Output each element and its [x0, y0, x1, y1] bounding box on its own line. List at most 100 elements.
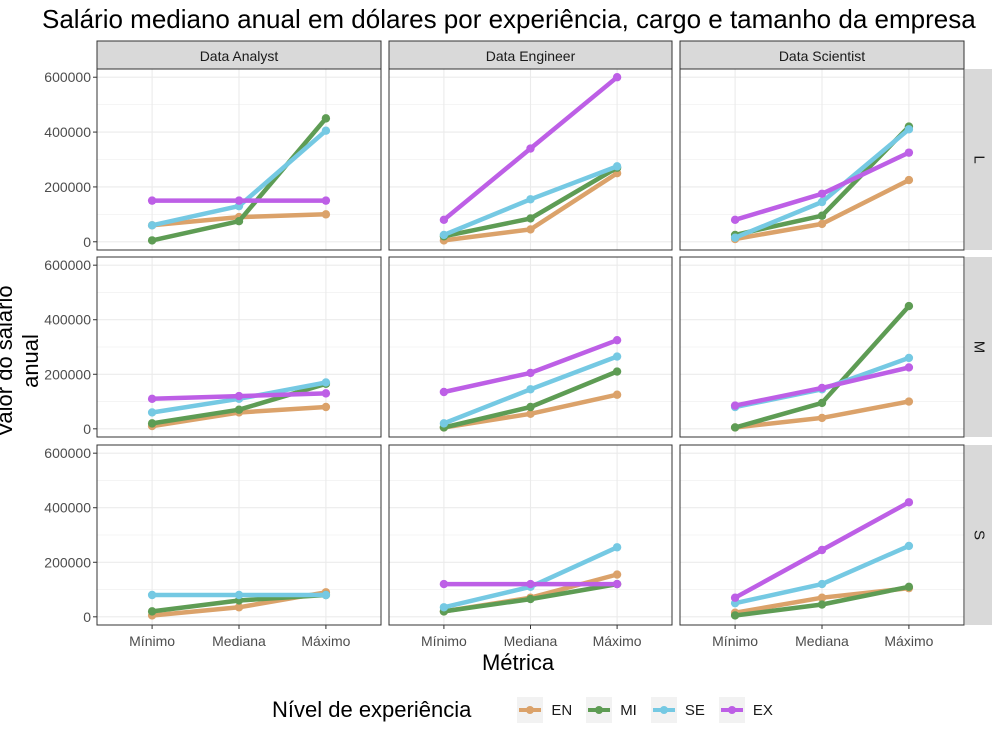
- data-point-en: [526, 409, 535, 419]
- data-point-ex: [526, 368, 535, 378]
- data-point-ex: [321, 196, 331, 205]
- data-point-ex: [817, 383, 827, 393]
- data-point-ex: [612, 579, 622, 589]
- legend-key-dot: [659, 706, 668, 714]
- x-tick-label: Mediana: [795, 633, 849, 649]
- data-point-mi: [817, 600, 827, 609]
- facet-label-col: Data Scientist: [779, 48, 865, 64]
- data-point-mi: [526, 594, 535, 604]
- facet-label-col: Data Analyst: [200, 48, 279, 64]
- data-point-en: [321, 402, 331, 412]
- legend-key-dot: [595, 706, 604, 714]
- data-point-mi: [147, 236, 157, 245]
- y-tick-label: 0: [83, 421, 91, 437]
- x-tick-label: Máximo: [884, 633, 933, 649]
- data-point-se: [439, 230, 449, 240]
- data-point-ex: [612, 335, 622, 345]
- data-point-mi: [904, 582, 914, 592]
- data-point-ex: [234, 196, 244, 205]
- legend-title: Nível de experiência: [272, 697, 472, 722]
- data-point-mi: [147, 419, 157, 428]
- data-point-ex: [526, 579, 535, 589]
- data-point-mi: [234, 405, 244, 414]
- data-point-ex: [730, 401, 740, 410]
- facet-label-row: L: [971, 155, 988, 163]
- data-point-se: [234, 590, 244, 600]
- legend-key-dot: [526, 706, 535, 714]
- data-point-se: [321, 590, 331, 600]
- y-tick-label: 600000: [44, 69, 91, 85]
- x-tick-label: Mínimo: [129, 633, 175, 649]
- data-point-mi: [904, 301, 914, 311]
- legend-label: SE: [684, 701, 705, 719]
- facet-strip-row: [965, 445, 992, 625]
- chart-title: Salário mediano anual em dólares por exp…: [42, 4, 976, 34]
- panel-data-analyst-m: [96, 256, 382, 438]
- legend-item-ex: EX: [718, 697, 773, 723]
- panel-data-engineer-s: [388, 444, 673, 626]
- data-point-ex: [147, 196, 157, 205]
- data-point-se: [817, 579, 827, 589]
- legend-key: [586, 697, 613, 723]
- data-point-mi: [730, 611, 740, 620]
- data-point-en: [817, 593, 827, 602]
- facet-strip-col: [679, 40, 965, 70]
- x-tick-label: Mínimo: [712, 633, 758, 649]
- data-point-se: [439, 603, 449, 612]
- data-point-en: [612, 390, 622, 399]
- data-point-mi: [817, 211, 827, 220]
- data-point-ex: [439, 387, 449, 397]
- data-point-en: [904, 397, 914, 406]
- data-point-se: [817, 197, 827, 207]
- legend-item-mi: MI: [586, 697, 637, 723]
- data-point-ex: [904, 363, 914, 372]
- data-point-se: [904, 353, 914, 363]
- y-tick-label: 600000: [44, 445, 91, 461]
- data-point-ex: [234, 391, 244, 401]
- y-tick-label: 0: [83, 609, 91, 625]
- data-point-en: [904, 175, 914, 185]
- data-point-ex: [526, 144, 535, 153]
- facet-strip-row: [965, 69, 992, 250]
- data-point-se: [730, 233, 740, 242]
- data-point-ex: [904, 148, 914, 157]
- data-point-mi: [730, 423, 740, 432]
- data-point-ex: [612, 73, 622, 82]
- data-point-se: [147, 408, 157, 417]
- data-point-en: [526, 225, 535, 234]
- legend-item-se: SE: [650, 697, 705, 723]
- y-tick-label: 400000: [44, 500, 91, 516]
- data-point-ex: [439, 579, 449, 589]
- panel-border: [679, 68, 965, 251]
- panel-data-scientist-m: [679, 256, 965, 438]
- data-point-en: [612, 570, 622, 579]
- panel-data-scientist-l: [679, 68, 965, 251]
- legend-items: EN MI SE EX: [517, 697, 787, 723]
- data-point-se: [439, 419, 449, 428]
- facet-label-row: M: [971, 341, 988, 354]
- data-point-en: [234, 603, 244, 612]
- data-point-mi: [526, 402, 535, 412]
- data-point-mi: [234, 217, 244, 226]
- data-point-se: [612, 543, 622, 552]
- x-tick-label: Mediana: [504, 633, 558, 649]
- data-point-en: [817, 219, 827, 229]
- x-axis-label: Métrica: [481, 650, 555, 675]
- y-tick-label: 0: [83, 234, 91, 250]
- panel-data-engineer-m: [388, 256, 673, 438]
- y-tick-label: 400000: [44, 312, 91, 328]
- y-tick-label: 200000: [44, 366, 91, 382]
- panel-border: [388, 256, 673, 438]
- panel-data-analyst-s: [96, 444, 382, 626]
- x-tick-label: Máximo: [593, 633, 642, 649]
- data-point-ex: [321, 389, 331, 398]
- data-point-mi: [321, 114, 331, 123]
- legend-item-en: EN: [517, 697, 572, 723]
- data-point-se: [526, 195, 535, 204]
- legend-label: EN: [551, 701, 573, 719]
- y-axis-label: Valor do salário anual: [0, 285, 43, 437]
- x-tick-label: Máximo: [301, 633, 350, 649]
- data-point-ex: [817, 545, 827, 555]
- legend-key: [650, 697, 677, 723]
